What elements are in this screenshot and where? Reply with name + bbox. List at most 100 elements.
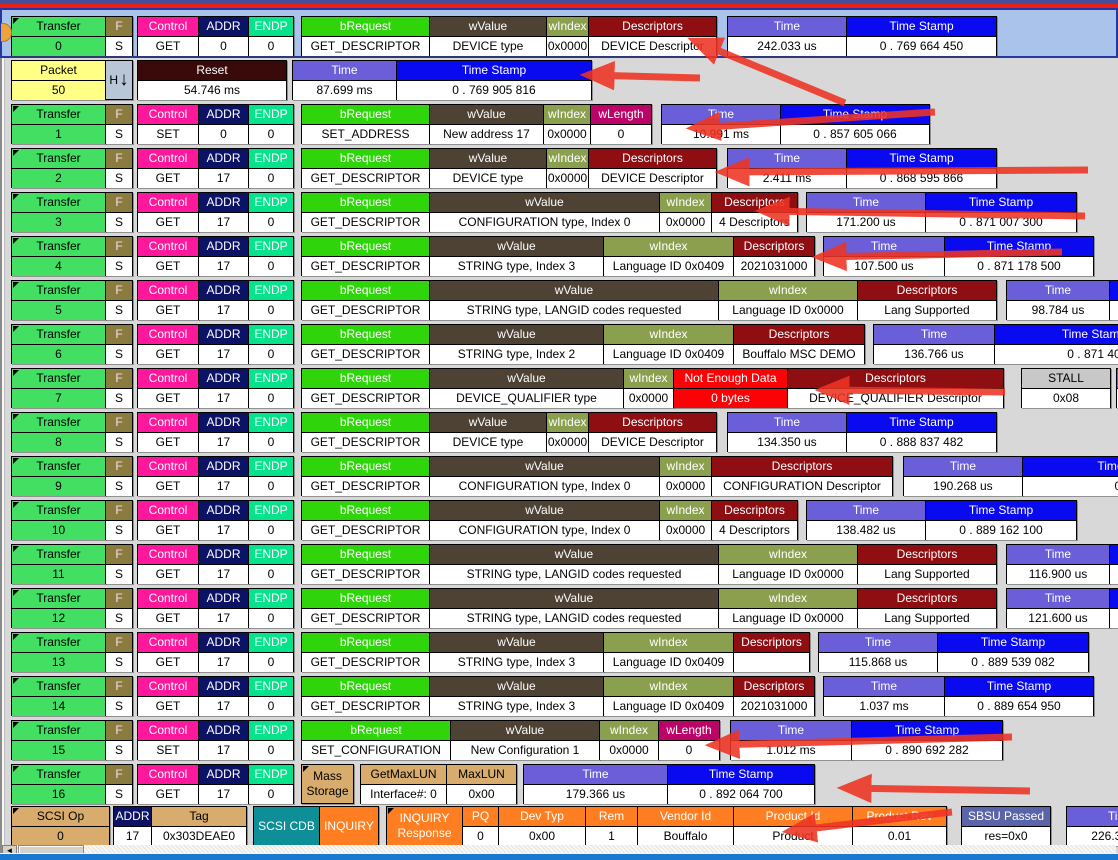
cell-value[interactable]: 0 <box>199 36 248 56</box>
cell-value[interactable]: 0 . 889 539 082 <box>938 652 1088 672</box>
column-header[interactable]: Time <box>824 677 944 696</box>
windex-cell[interactable]: wIndex 0x0000 <box>659 456 712 496</box>
transfer-cell[interactable]: Transfer 1 <box>11 104 106 144</box>
brequest-cell[interactable]: bRequest GET_DESCRIPTOR <box>301 544 430 584</box>
cell-value[interactable]: 0 . 889 654 950 <box>945 696 1093 716</box>
descriptors-cell[interactable]: Descriptors 4 Descriptors <box>711 500 798 540</box>
column-header[interactable]: Time Stamp <box>945 677 1093 696</box>
cell-value[interactable]: 17 <box>199 520 248 540</box>
cell-value[interactable]: 1 <box>12 124 105 144</box>
timestamp-cell[interactable]: Time Stamp 0 . 889 654 950 <box>944 676 1094 716</box>
cell-value[interactable]: 0 . 890 692 282 <box>852 740 1002 760</box>
column-header[interactable]: Time <box>824 237 944 256</box>
cell-value[interactable]: 138.482 us <box>807 520 925 540</box>
cell-value[interactable]: 0 <box>249 476 293 496</box>
timestamp-cell[interactable]: Time Stamp 0 . 890 692 282 <box>851 720 1003 760</box>
windex-cell[interactable]: wIndex 0x0000 <box>546 16 589 56</box>
brequest-cell[interactable]: bRequest SET_ADDRESS <box>301 104 430 144</box>
column-header[interactable]: ADDR <box>199 281 248 300</box>
cell-value[interactable]: DEVICE type <box>430 36 546 56</box>
column-header[interactable]: Time <box>293 61 396 80</box>
cell-value[interactable]: 0 <box>249 36 293 56</box>
column-header[interactable]: wIndex <box>660 457 711 476</box>
column-header[interactable]: ADDR <box>199 193 248 212</box>
descriptors-cell[interactable]: Descriptors 2021031000 <box>733 676 815 716</box>
cell-value[interactable]: DEVICE_QUALIFIER type <box>430 388 623 408</box>
column-header[interactable]: ENDP <box>249 193 293 212</box>
wvalue-cell[interactable]: wValue STRING type, Index 3 <box>429 676 604 716</box>
addr-cell[interactable]: ADDR 17 <box>113 806 152 846</box>
column-header[interactable]: Time <box>819 633 937 652</box>
timestamp-cell[interactable]: Time Stamp <box>1109 588 1118 628</box>
wvalue-cell[interactable]: wValue STRING type, Index 3 <box>429 236 604 276</box>
column-header[interactable]: Control <box>138 369 198 388</box>
cell-value[interactable]: 17 <box>199 652 248 672</box>
column-header[interactable]: bRequest <box>302 325 429 344</box>
column-header[interactable]: wValue <box>451 721 599 740</box>
cell-value[interactable]: 0x303DEAE0 <box>152 826 246 846</box>
cell-value[interactable]: GET <box>138 36 198 56</box>
cell-value[interactable]: 17 <box>114 826 151 846</box>
column-header[interactable]: Time <box>728 413 846 432</box>
column-header[interactable]: ADDR <box>199 501 248 520</box>
endp-cell[interactable]: ENDP 0 <box>248 456 294 496</box>
transfer-cell[interactable]: Transfer 7 <box>11 368 106 408</box>
pq-cell[interactable]: PQ 0 <box>462 806 499 846</box>
cell-value[interactable]: S <box>106 696 132 716</box>
column-header[interactable]: ENDP <box>249 17 293 36</box>
cell-value[interactable]: GET_DESCRIPTOR <box>302 168 429 188</box>
cell-value[interactable]: 0 <box>249 784 293 804</box>
cell-value[interactable]: 0 <box>12 36 105 56</box>
column-header[interactable]: wValue <box>430 325 603 344</box>
column-header[interactable]: ADDR <box>199 589 248 608</box>
column-header[interactable]: ADDR <box>199 721 248 740</box>
time-cell[interactable]: Time 138.482 us <box>806 500 926 540</box>
windex-cell[interactable]: wIndex Language ID 0x0409 <box>603 324 734 364</box>
expand-marker-icon[interactable] <box>13 634 19 640</box>
column-header[interactable]: Time <box>1067 807 1118 826</box>
wvalue-cell[interactable]: wValue DEVICE type <box>429 412 547 452</box>
expand-marker-icon[interactable] <box>13 326 19 332</box>
expand-marker-icon[interactable] <box>13 590 19 596</box>
cell-value[interactable]: S <box>106 212 132 232</box>
endp-cell[interactable]: ENDP 0 <box>248 104 294 144</box>
cell-value[interactable]: 116.900 us <box>1007 564 1109 584</box>
cell-value[interactable]: GET_DESCRIPTOR <box>302 388 429 408</box>
column-header[interactable]: Time <box>904 457 1022 476</box>
cell-value[interactable]: Language ID 0x0000 <box>719 564 857 584</box>
wvalue-cell[interactable]: wValue CONFIGURATION type, Index 0 <box>429 192 660 232</box>
cell-value[interactable]: GET <box>138 344 198 364</box>
column-header[interactable]: Transfer <box>12 457 105 476</box>
expand-marker-icon[interactable] <box>13 458 19 464</box>
column-header[interactable]: wIndex <box>719 281 857 300</box>
wvalue-cell[interactable]: wValue CONFIGURATION type, Index 0 <box>429 456 660 496</box>
column-header[interactable]: ADDR <box>199 325 248 344</box>
cell-value[interactable] <box>1110 608 1118 628</box>
expand-marker-icon[interactable] <box>13 678 19 684</box>
cell-value[interactable]: 14 <box>12 696 105 716</box>
control-cell[interactable]: Control GET <box>137 676 199 716</box>
cell-value[interactable]: 0x0000 <box>624 388 673 408</box>
column-header[interactable]: bRequest <box>302 369 429 388</box>
time-cell[interactable]: Time 87.699 ms <box>292 60 397 100</box>
column-header[interactable]: Transfer <box>12 633 105 652</box>
control-cell[interactable]: Control SET <box>137 720 199 760</box>
column-header[interactable]: Time Stamp <box>1110 281 1118 300</box>
timestamp-cell[interactable]: Time Stamp 0 . 868 595 866 <box>846 148 997 188</box>
cell-value[interactable]: 0 . 871 007 300 <box>926 212 1076 232</box>
column-header[interactable]: ADDR <box>199 413 248 432</box>
addr-cell[interactable]: ADDR 17 <box>198 368 249 408</box>
cell-value[interactable]: GET_DESCRIPTOR <box>302 696 429 716</box>
column-header[interactable]: ENDP <box>249 545 293 564</box>
cell-value[interactable]: 1.037 ms <box>824 696 944 716</box>
cell-value[interactable]: 9 <box>12 476 105 496</box>
descriptors-cell[interactable]: Descriptors Lang Supported <box>857 544 997 584</box>
cell-value[interactable]: 0 <box>249 740 293 760</box>
cell-value[interactable]: SET <box>138 740 198 760</box>
brequest-cell[interactable]: bRequest GET_DESCRIPTOR <box>301 456 430 496</box>
